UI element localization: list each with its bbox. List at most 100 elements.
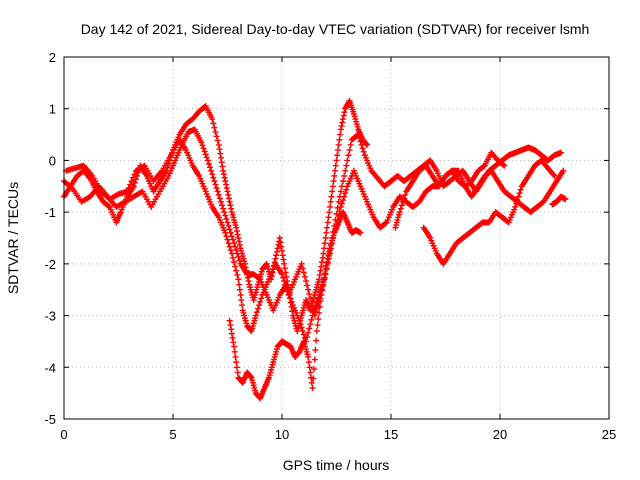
data-point	[324, 219, 331, 226]
data-point	[314, 322, 321, 329]
x-tick-label: 25	[602, 427, 616, 442]
data-point	[273, 252, 280, 259]
data-point	[222, 229, 229, 236]
data-point	[209, 171, 216, 178]
data-point	[340, 197, 347, 204]
data-point	[326, 209, 333, 216]
data-point	[335, 141, 342, 148]
data-point	[205, 160, 212, 167]
data-point	[341, 172, 348, 179]
data-point	[313, 337, 320, 344]
data-point	[218, 159, 225, 166]
data-point	[347, 141, 354, 148]
data-point	[236, 281, 243, 288]
data-point	[233, 247, 240, 254]
data-point	[560, 167, 567, 174]
data-point	[297, 321, 304, 328]
data-point	[287, 295, 294, 302]
data-point	[396, 209, 403, 216]
data-point	[318, 263, 325, 270]
data-point	[339, 119, 346, 126]
data-point	[207, 164, 214, 171]
data-point	[312, 309, 319, 316]
data-point	[227, 229, 234, 236]
data-points	[61, 97, 569, 402]
data-point	[131, 171, 138, 178]
x-tick-label: 0	[60, 427, 67, 442]
data-point	[300, 269, 307, 276]
data-point	[298, 260, 305, 267]
data-point	[198, 139, 205, 146]
data-point	[252, 312, 259, 319]
grid-lines	[64, 57, 609, 419]
data-point	[337, 131, 344, 138]
data-point	[317, 267, 324, 274]
data-point	[210, 120, 217, 127]
data-point	[327, 198, 334, 205]
data-point	[311, 356, 318, 363]
data-point	[325, 214, 332, 221]
data-point	[279, 271, 285, 278]
data-point	[304, 282, 311, 289]
data-point	[312, 347, 319, 354]
data-point	[281, 278, 288, 285]
data-point	[125, 185, 132, 192]
data-point	[278, 243, 285, 250]
x-tick-label: 5	[169, 427, 176, 442]
data-point	[272, 255, 279, 262]
data-point	[321, 270, 328, 277]
data-point	[330, 178, 337, 185]
data-point	[304, 334, 311, 341]
data-point	[322, 235, 329, 241]
data-point	[202, 151, 209, 158]
data-point	[308, 299, 315, 306]
data-point	[223, 233, 230, 240]
data-point	[238, 297, 245, 304]
data-point	[127, 181, 134, 188]
plot-frame	[63, 56, 610, 420]
data-point	[221, 174, 228, 181]
data-point	[551, 172, 558, 179]
data-point	[228, 205, 235, 212]
data-point	[305, 359, 312, 366]
data-point	[288, 298, 295, 305]
data-point	[305, 329, 312, 336]
data-point	[232, 263, 239, 270]
data-point	[236, 286, 243, 293]
data-point	[233, 267, 240, 274]
data-point	[320, 250, 327, 257]
data-point	[340, 112, 347, 119]
data-point	[342, 190, 349, 197]
data-point	[234, 369, 241, 376]
data-point	[221, 209, 228, 216]
data-point	[341, 109, 348, 116]
data-point	[203, 154, 210, 161]
data-point	[258, 295, 265, 302]
data-point	[321, 240, 328, 247]
data-point	[298, 324, 305, 331]
y-tick-label: 1	[49, 102, 56, 117]
data-point	[358, 141, 365, 148]
data-point	[208, 167, 215, 174]
data-point	[224, 236, 231, 243]
data-point	[216, 195, 223, 202]
data-point	[130, 183, 137, 190]
data-point	[235, 276, 242, 283]
data-point	[344, 157, 351, 164]
data-point	[204, 157, 211, 164]
data-point	[515, 193, 522, 200]
data-point	[512, 203, 519, 210]
data-point	[211, 178, 218, 185]
data-point	[340, 116, 347, 123]
data-point	[226, 243, 233, 250]
data-point	[335, 198, 342, 205]
data-point	[280, 274, 287, 281]
data-point	[236, 238, 243, 245]
data-point	[229, 334, 236, 341]
y-tick-label: -2	[44, 257, 56, 272]
data-point	[296, 317, 303, 324]
data-point	[228, 330, 235, 337]
data-point	[338, 183, 345, 190]
data-point	[233, 228, 240, 235]
data-point	[233, 224, 240, 231]
